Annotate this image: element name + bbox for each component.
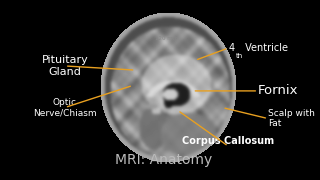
Text: Pituitary
Gland: Pituitary Gland [41, 55, 88, 77]
Text: Ventricle: Ventricle [242, 43, 288, 53]
Text: Fornix: Fornix [258, 84, 299, 97]
Text: Scalp with
Fat: Scalp with Fat [268, 109, 315, 128]
Text: Optic
Nerve/Chiasm: Optic Nerve/Chiasm [33, 98, 97, 117]
Text: 120 mm: 120 mm [155, 36, 178, 41]
Text: MRI: Anatomy: MRI: Anatomy [116, 153, 212, 166]
Text: 4: 4 [228, 43, 235, 53]
Text: Corpus Callosum: Corpus Callosum [182, 136, 275, 146]
Text: th: th [236, 53, 243, 59]
